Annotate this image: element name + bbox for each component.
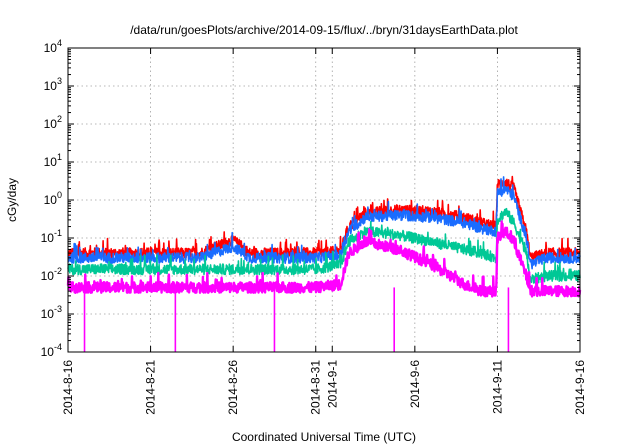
series-line <box>67 176 581 270</box>
y-tick-label: 10-3 <box>41 304 62 321</box>
y-tick-label: 104 <box>44 38 62 55</box>
y-axis-title: cGy/day <box>5 178 19 222</box>
series-layer <box>66 175 582 352</box>
y-tick-label: 100 <box>44 190 62 207</box>
x-axis-title: Coordinated Universal Time (UTC) <box>232 430 416 444</box>
x-axis: 2014-8-16 2014-8-21 2014-8-26 2014-8-31 2014… <box>61 48 587 415</box>
series-line <box>66 220 582 298</box>
y-tick-exponent: 4 <box>57 38 62 48</box>
y-tick-label: 103 <box>44 76 62 93</box>
x-tick-label: 2014-9-6 <box>408 360 422 408</box>
y-tick-label: 10-2 <box>41 266 62 283</box>
y-tick-exponent: 3 <box>57 76 62 86</box>
y-tick-label: 101 <box>44 152 62 169</box>
series-line <box>67 207 581 285</box>
y-tick-exponent: 1 <box>57 152 62 162</box>
y-tick-exponent: -4 <box>54 342 62 352</box>
x-tick-label: 2014-8-16 <box>61 360 75 415</box>
y-tick-label: 102 <box>44 114 62 131</box>
y-tick-exponent: -2 <box>54 266 62 276</box>
y-tick-exponent: 0 <box>57 190 62 200</box>
y-tick-label: 10-1 <box>41 228 62 245</box>
grid <box>68 48 580 352</box>
x-tick-label: 2014-9-11 <box>490 360 504 414</box>
x-tick-label: 2014-8-26 <box>226 360 240 415</box>
chart-title: /data/run/goesPlots/archive/2014-09-15/f… <box>130 23 518 37</box>
y-tick-exponent: -3 <box>54 304 62 314</box>
x-tick-label: 2014-9-16 <box>573 360 587 415</box>
y-tick-exponent: 2 <box>57 114 62 124</box>
x-tick-label: 2014-8-31 <box>309 360 323 415</box>
x-tick-label: 2014-9-1 <box>325 360 339 408</box>
y-tick-label: 10-4 <box>41 342 62 359</box>
x-tick-label: 2014-8-21 <box>144 360 158 415</box>
y-tick-exponent: -1 <box>54 228 62 238</box>
